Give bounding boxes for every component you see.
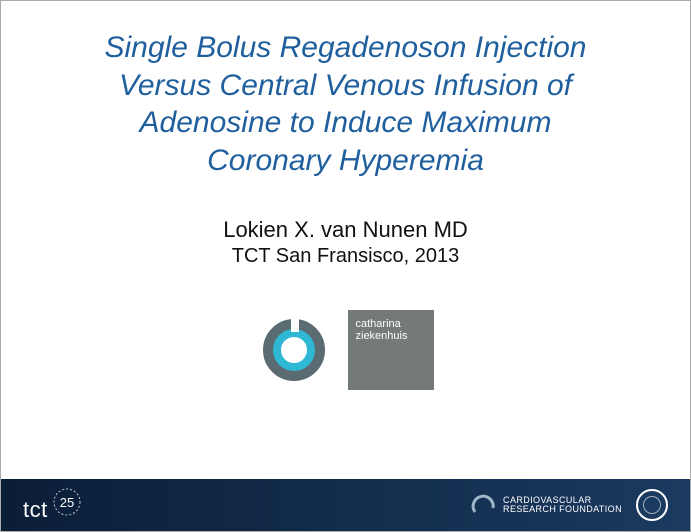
slide: Single Bolus Regadenoson Injection Versu… <box>0 0 691 532</box>
slide-title: Single Bolus Regadenoson Injection Versu… <box>1 1 690 179</box>
svg-text:25: 25 <box>60 495 74 510</box>
author-block: Lokien X. van Nunen MD TCT San Fransisco… <box>1 217 690 268</box>
tct-wordmark: tct <box>23 497 48 523</box>
crf-line: RESEARCH FOUNDATION <box>503 505 622 514</box>
title-line: Single Bolus Regadenoson Injection <box>104 31 586 64</box>
logo-text-line: ziekenhuis <box>356 330 426 342</box>
crf-text: CARDIOVASCULAR RESEARCH FOUNDATION <box>503 496 622 515</box>
title-line: Coronary Hyperemia <box>207 144 484 177</box>
catharina-name-icon: catharina ziekenhuis <box>348 310 434 390</box>
crf-swoosh-icon <box>471 492 497 518</box>
catharina-ring-icon <box>258 314 330 386</box>
title-line: Versus Central Venous Infusion of <box>119 69 572 102</box>
footer-right: CARDIOVASCULAR RESEARCH FOUNDATION <box>471 489 668 521</box>
footer-bar: tct 25 CARDIOVASCULAR RESEARCH FOUNDATIO… <box>1 479 690 531</box>
anniversary-badge-icon: 25 <box>50 487 84 517</box>
seal-icon <box>636 489 668 521</box>
event-caption: TCT San Fransisco, 2013 <box>1 245 690 268</box>
logo-row: catharina ziekenhuis <box>1 310 690 390</box>
footer-brand: tct 25 <box>23 487 84 523</box>
logo-text-line: catharina <box>356 318 426 330</box>
crf-block: CARDIOVASCULAR RESEARCH FOUNDATION <box>471 492 622 518</box>
author-name: Lokien X. van Nunen MD <box>1 217 690 243</box>
title-line: Adenosine to Induce Maximum <box>140 106 552 139</box>
